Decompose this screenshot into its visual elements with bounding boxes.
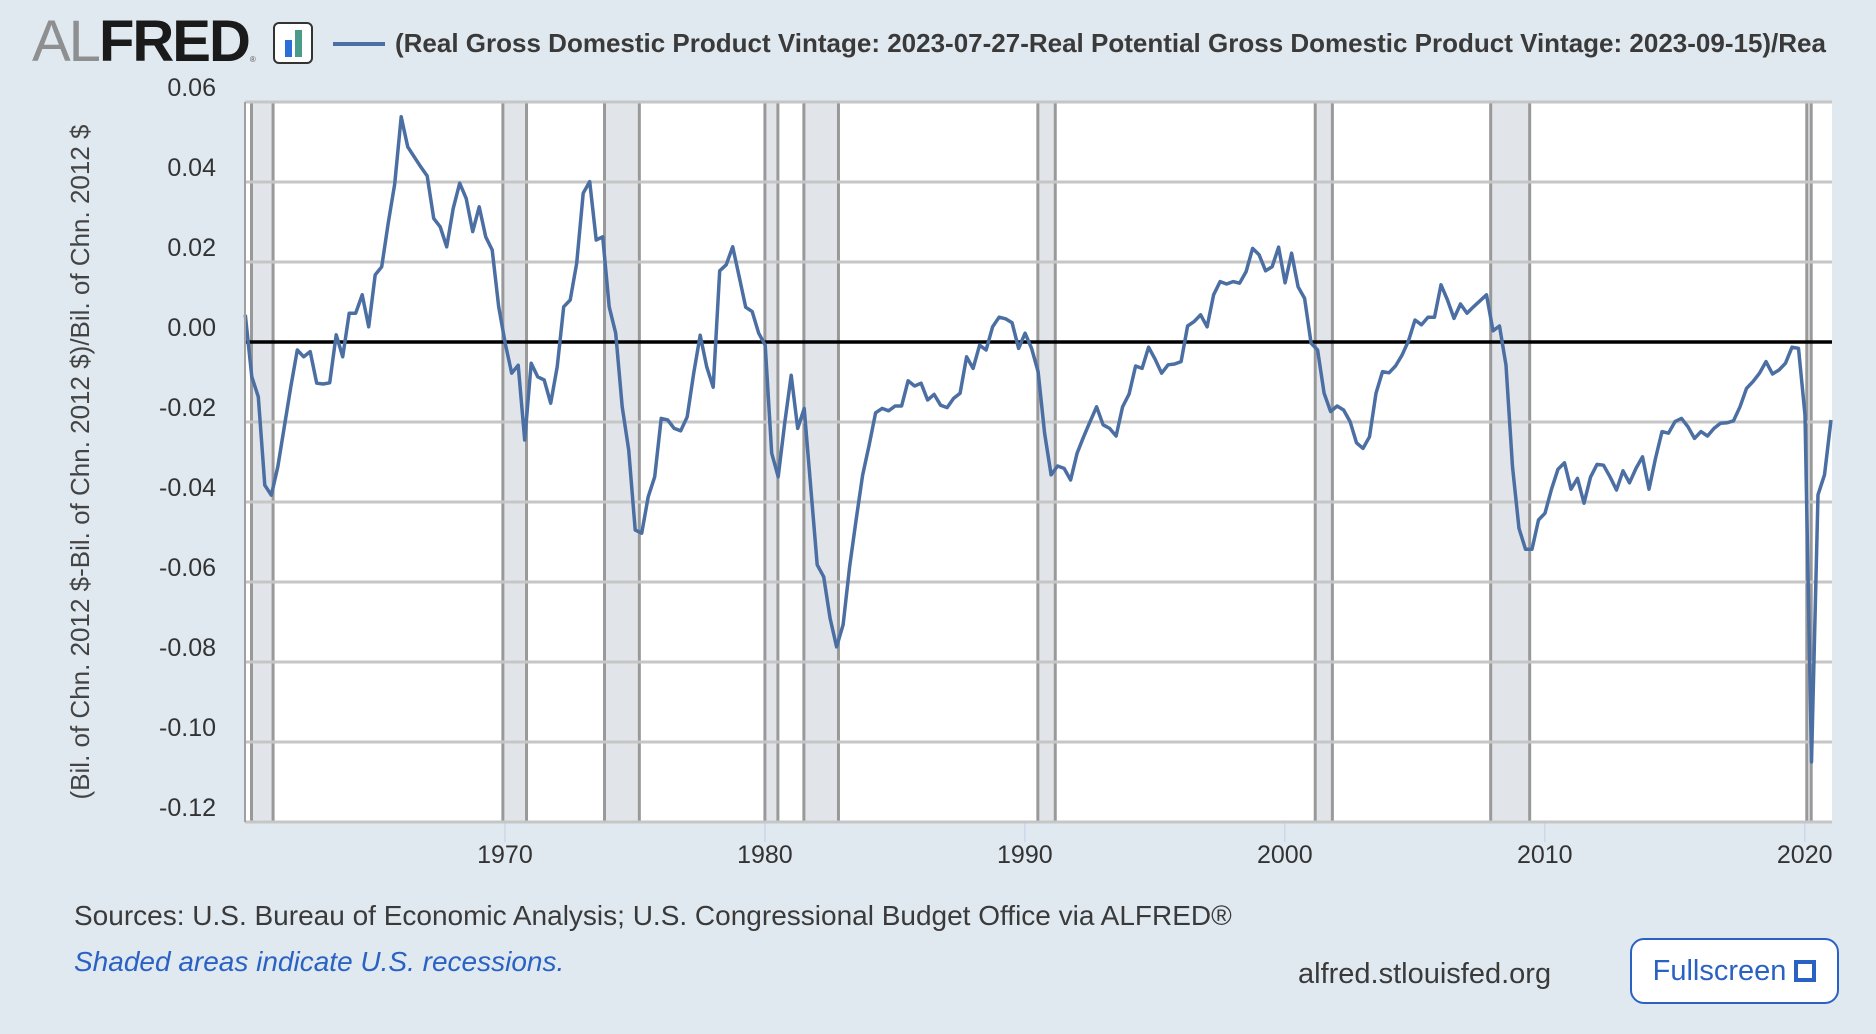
x-tick-label: 2000 <box>1257 841 1313 869</box>
recession-band <box>1806 102 1812 822</box>
site-url[interactable]: alfred.stlouisfed.org <box>1298 958 1552 990</box>
y-tick-label: -0.02 <box>159 394 216 422</box>
y-tick-label: -0.04 <box>159 474 216 502</box>
y-tick-label: -0.12 <box>159 794 216 822</box>
recession-band <box>764 102 778 822</box>
logo-registered-mark: ® <box>249 55 256 64</box>
logo-bar-short <box>285 40 292 57</box>
recession-band <box>1490 102 1530 822</box>
x-tick-label: 1970 <box>477 841 533 869</box>
recession-note-link[interactable]: Shaded areas indicate U.S. recessions. <box>74 946 565 977</box>
logo-bar-tall <box>295 30 302 57</box>
legend-line-swatch <box>333 41 385 46</box>
recession-band <box>1315 102 1333 822</box>
logo-fred-text: FRED <box>98 9 251 74</box>
recession-band <box>1037 102 1056 822</box>
y-tick-label: 0.04 <box>167 154 216 182</box>
y-tick-label: -0.08 <box>159 634 216 662</box>
series-line[interactable] <box>243 115 1833 764</box>
y-tick-label: 0.06 <box>167 74 216 102</box>
legend-container: (Real Gross Domestic Product Vintage: 20… <box>333 20 1876 70</box>
x-tick-label: 1990 <box>997 841 1053 869</box>
alfred-logo[interactable]: AL FRED ® <box>32 9 313 74</box>
logo-al-text: AL <box>32 9 101 74</box>
x-tick-label: 2010 <box>1517 841 1573 869</box>
expand-icon <box>1794 960 1817 982</box>
recession-band <box>604 102 640 822</box>
sources-text: Sources: U.S. Bureau of Economic Analysi… <box>74 900 1232 931</box>
fullscreen-button[interactable]: Fullscreen <box>1630 938 1839 1004</box>
recession-band <box>502 102 527 822</box>
legend-item[interactable]: (Real Gross Domestic Product Vintage: 20… <box>333 28 1826 59</box>
bar-chart-icon <box>273 22 313 64</box>
legend-series-title: (Real Gross Domestic Product Vintage: 20… <box>395 28 1826 58</box>
y-tick-label: 0.00 <box>167 314 216 342</box>
x-tick-label: 1980 <box>737 841 793 869</box>
y-tick-label: 0.02 <box>167 234 216 262</box>
y-tick-label: -0.06 <box>159 554 216 582</box>
fullscreen-label: Fullscreen <box>1652 954 1787 987</box>
y-tick-label: -0.10 <box>159 714 216 742</box>
x-tick-label: 2020 <box>1777 841 1833 869</box>
